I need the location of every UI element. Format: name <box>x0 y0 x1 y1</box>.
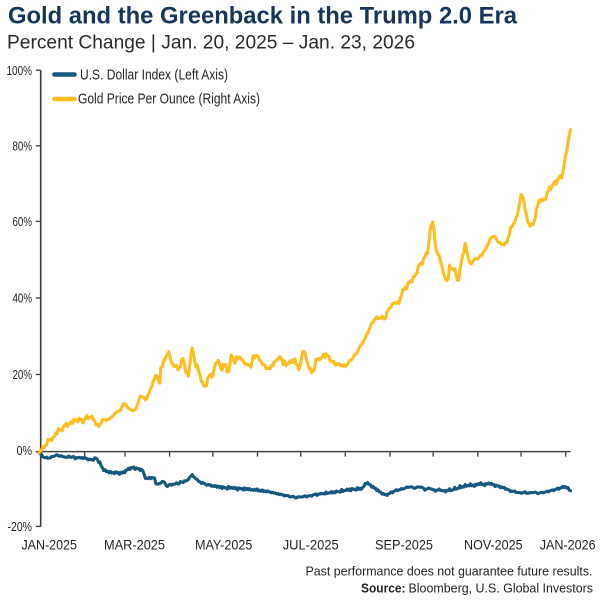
svg-text:JAN-2025: JAN-2025 <box>21 538 77 553</box>
svg-text:SEP-2025: SEP-2025 <box>375 538 433 553</box>
svg-text:Past performance does not guar: Past performance does not guarantee futu… <box>306 563 593 578</box>
svg-text:20%: 20% <box>13 367 33 382</box>
svg-text:Gold Price Per Ounce (Right Ax: Gold Price Per Ounce (Right Axis) <box>78 92 260 108</box>
svg-text:Gold and the Greenback in the: Gold and the Greenback in the Trump 2.0 … <box>8 3 518 30</box>
svg-text:NOV-2025: NOV-2025 <box>464 538 523 553</box>
svg-text:-20%: -20% <box>8 519 33 534</box>
svg-text:Percent Change | Jan. 20, 2025: Percent Change | Jan. 20, 2025 – Jan. 23… <box>7 32 415 53</box>
svg-text:80%: 80% <box>13 139 33 154</box>
svg-text:100%: 100% <box>7 63 33 78</box>
svg-text:40%: 40% <box>13 291 33 306</box>
svg-text:JAN-2026: JAN-2026 <box>540 538 596 553</box>
svg-text:Source:: Source: <box>361 580 406 595</box>
svg-text:JUL-2025: JUL-2025 <box>283 538 339 553</box>
svg-text:60%: 60% <box>13 214 33 229</box>
svg-text:MAR-2025: MAR-2025 <box>104 538 165 553</box>
svg-text:MAY-2025: MAY-2025 <box>195 538 253 553</box>
svg-text:0%: 0% <box>17 443 33 458</box>
svg-text:Bloomberg, U.S. Global Investo: Bloomberg, U.S. Global Investors <box>409 580 594 595</box>
svg-text:U.S. Dollar Index (Left Axis): U.S. Dollar Index (Left Axis) <box>80 67 228 83</box>
